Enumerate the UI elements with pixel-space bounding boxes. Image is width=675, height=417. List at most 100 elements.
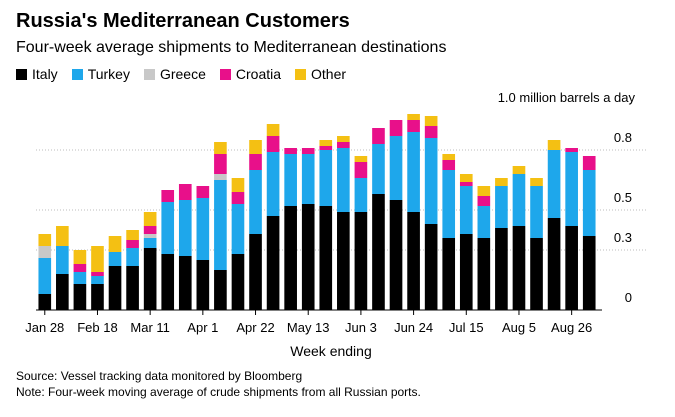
bar-croatia: [196, 186, 210, 198]
bar-italy: [407, 212, 420, 310]
x-tick-label: Jun 3: [345, 320, 377, 335]
bar-croatia: [249, 154, 262, 170]
bar-italy: [495, 228, 508, 310]
bar-italy: [178, 256, 192, 310]
bar-turkey: [477, 206, 491, 238]
bar-other: [231, 178, 245, 192]
bar-italy: [38, 294, 52, 310]
y-tick-label: 0.3: [614, 230, 632, 245]
legend-item-turkey: Turkey: [71, 66, 130, 82]
legend-swatch-italy: [16, 68, 27, 80]
bar-greece: [143, 234, 157, 238]
y-tick-label: 0.5: [614, 190, 632, 205]
legend: Italy Turkey Greece Croatia Other: [16, 66, 346, 82]
bar-other: [143, 212, 157, 226]
bar-croatia: [161, 190, 175, 202]
bar-italy: [459, 234, 473, 310]
source-text: Source: Vessel tracking data monitored b…: [16, 369, 303, 383]
bar-italy: [143, 248, 157, 310]
legend-label-greece: Greece: [159, 66, 206, 82]
bar-other: [73, 250, 87, 264]
bar-other: [459, 174, 473, 182]
bar-italy: [91, 284, 104, 310]
bar-other: [477, 186, 491, 196]
footer: Source: Vessel tracking data monitored b…: [16, 368, 421, 400]
legend-item-other: Other: [295, 66, 346, 82]
bar-croatia: [91, 272, 104, 276]
bar-turkey: [512, 174, 526, 226]
x-tick-label: Aug 26: [551, 320, 592, 335]
legend-label-other: Other: [311, 66, 347, 82]
bar-other: [214, 142, 227, 154]
bar-turkey: [126, 248, 139, 266]
bar-italy: [424, 224, 438, 310]
bar-other: [512, 166, 526, 174]
bar-italy: [512, 226, 526, 310]
legend-item-italy: Italy: [16, 66, 58, 82]
legend-label-italy: Italy: [32, 66, 58, 82]
bar-turkey: [108, 252, 122, 266]
legend-item-croatia: Croatia: [219, 66, 282, 82]
bar-italy: [108, 266, 122, 310]
bar-other: [108, 236, 122, 252]
bar-croatia: [214, 154, 227, 174]
legend-swatch-other: [295, 68, 307, 80]
bar-other: [424, 116, 438, 126]
bar-croatia: [389, 120, 403, 136]
bar-turkey: [337, 148, 350, 212]
bar-italy: [389, 200, 403, 310]
bar-turkey: [424, 138, 438, 224]
bar-croatia: [407, 120, 420, 132]
bar-turkey: [161, 202, 175, 254]
x-tick-label: Jul 15: [449, 320, 484, 335]
bar-turkey: [407, 132, 420, 212]
bar-other: [266, 124, 280, 136]
bar-italy: [337, 212, 350, 310]
bar-other: [337, 136, 350, 142]
bar-croatia: [442, 160, 456, 170]
bar-other: [249, 140, 262, 154]
bar-other: [319, 140, 333, 146]
bar-italy: [301, 204, 315, 310]
bar-italy: [477, 238, 491, 310]
bar-croatia: [337, 142, 350, 148]
bar-turkey: [389, 136, 403, 200]
x-axis-label: Week ending: [290, 343, 372, 359]
x-tick-label: Apr 22: [236, 320, 274, 335]
bar-croatia: [301, 148, 315, 154]
bar-turkey: [73, 272, 87, 284]
legend-label-croatia: Croatia: [235, 66, 282, 82]
bar-italy: [319, 206, 333, 310]
bar-other: [126, 230, 139, 240]
bar-italy: [442, 238, 456, 310]
bar-other: [442, 154, 456, 160]
legend-item-greece: Greece: [143, 66, 206, 82]
bar-turkey: [56, 246, 69, 274]
bar-croatia: [231, 192, 245, 204]
bar-italy: [214, 270, 227, 310]
legend-swatch-greece: [143, 68, 155, 80]
bar-croatia: [372, 128, 385, 144]
legend-swatch-turkey: [71, 68, 83, 80]
note-text: Note: Four-week moving average of crude …: [16, 385, 421, 399]
bar-turkey: [178, 200, 192, 256]
bar-other: [407, 114, 420, 120]
y-tick-label: 0.8: [614, 130, 632, 145]
bar-turkey: [372, 144, 385, 194]
bar-turkey: [301, 154, 315, 204]
bar-turkey: [565, 152, 578, 226]
bar-italy: [284, 206, 297, 310]
bar-italy: [266, 216, 280, 310]
bar-croatia: [477, 196, 491, 206]
bar-turkey: [547, 150, 561, 218]
bar-italy: [547, 218, 561, 310]
bar-croatia: [354, 162, 368, 178]
bar-turkey: [319, 150, 333, 206]
bar-other: [354, 156, 368, 162]
bar-croatia: [424, 126, 438, 138]
bar-italy: [372, 194, 385, 310]
bar-turkey: [231, 204, 245, 254]
chart-title: Russia's Mediterranean Customers: [16, 10, 350, 32]
bar-turkey: [442, 170, 456, 238]
bar-turkey: [143, 238, 157, 248]
